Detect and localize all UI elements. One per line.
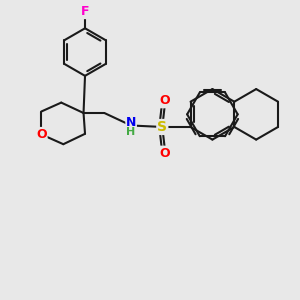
Text: S: S [157,120,167,134]
Text: O: O [36,128,46,141]
Text: N: N [126,116,136,129]
Text: O: O [159,147,170,160]
Text: F: F [81,5,89,18]
Text: H: H [127,127,136,137]
Text: O: O [159,94,170,107]
